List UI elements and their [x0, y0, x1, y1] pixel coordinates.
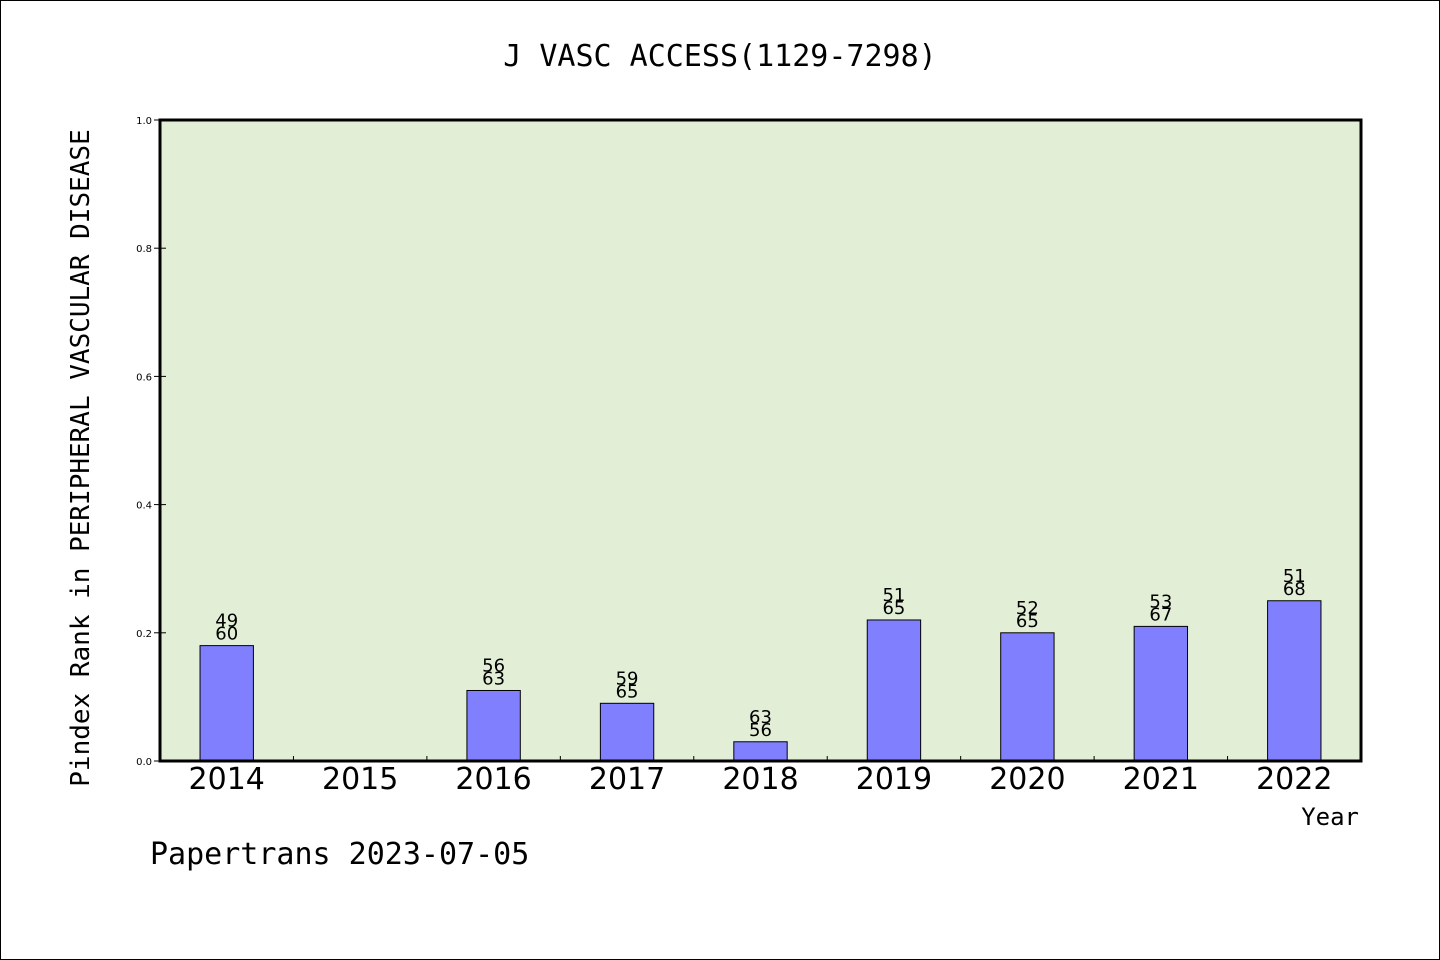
bar-label-2021-2: 67	[1149, 604, 1172, 625]
bars	[199, 600, 1322, 762]
bar-2018	[733, 741, 788, 762]
footer-credit: Papertrans 2023-07-05	[150, 837, 529, 872]
bar-label-2020-2: 65	[1016, 611, 1039, 632]
bar-label-2022-2: 68	[1283, 579, 1306, 600]
bar-label-2020-1: 52	[1016, 598, 1039, 619]
x-tick-label-2015: 2015	[322, 762, 398, 797]
bar-2016	[466, 689, 521, 762]
y-axis-ticks: 0.0 0.2 0.4 0.6 0.8 1.0	[136, 116, 166, 768]
bar-label-2017-1: 59	[616, 668, 639, 689]
y-axis-label: Pindex Rank in PERIPHERAL VASCULAR DISEA…	[66, 129, 96, 786]
x-tick-label-2021: 2021	[1123, 762, 1199, 797]
x-tick-label-2017: 2017	[589, 762, 665, 797]
bar-label-2022-1: 51	[1283, 566, 1306, 587]
y-tick-label-1.0: 1.0	[136, 116, 152, 127]
x-tick-label-2022: 2022	[1256, 762, 1332, 797]
bar-label-2018-2: 56	[749, 720, 772, 741]
y-tick-label-0.6: 0.6	[136, 372, 152, 383]
y-tick-label-0.2: 0.2	[136, 629, 152, 640]
x-axis-label: Year	[1301, 803, 1359, 831]
bar-label-2021-1: 53	[1149, 591, 1172, 612]
bar-2020	[1000, 632, 1055, 762]
bar-label-2019-2: 65	[882, 598, 905, 619]
x-tick-label-2014: 2014	[189, 762, 265, 797]
x-axis-ticks: 2014 2015 2016 2017 2018 2019 2020 2021 2022	[189, 756, 1332, 797]
y-tick-label-0.4: 0.4	[136, 501, 152, 512]
y-tick-label-0.8: 0.8	[136, 244, 152, 255]
x-tick-label-2018: 2018	[722, 762, 798, 797]
bar-label-2017-2: 65	[616, 681, 639, 702]
x-tick-label-2020: 2020	[989, 762, 1065, 797]
bar-label-2014-2: 60	[215, 624, 238, 645]
chart-title: J VASC ACCESS(1129-7298)	[503, 39, 936, 74]
bar-label-2016-2: 63	[482, 668, 505, 689]
bar-2014	[199, 645, 254, 762]
bar-2021	[1133, 625, 1189, 762]
x-tick-label-2016: 2016	[455, 762, 531, 797]
bar-2019	[866, 619, 922, 762]
plot-border	[158, 118, 1363, 763]
bar-label-2019-1: 51	[882, 585, 905, 606]
bar-label-2016-1: 56	[482, 655, 505, 676]
x-tick-label-2019: 2019	[856, 762, 932, 797]
y-tick-label-0.0: 0.0	[136, 757, 152, 768]
bar-2017	[599, 702, 655, 762]
bar-label-2018-1: 63	[749, 707, 772, 728]
bar-2022	[1267, 600, 1322, 762]
bar-label-2014-1: 49	[215, 611, 238, 632]
